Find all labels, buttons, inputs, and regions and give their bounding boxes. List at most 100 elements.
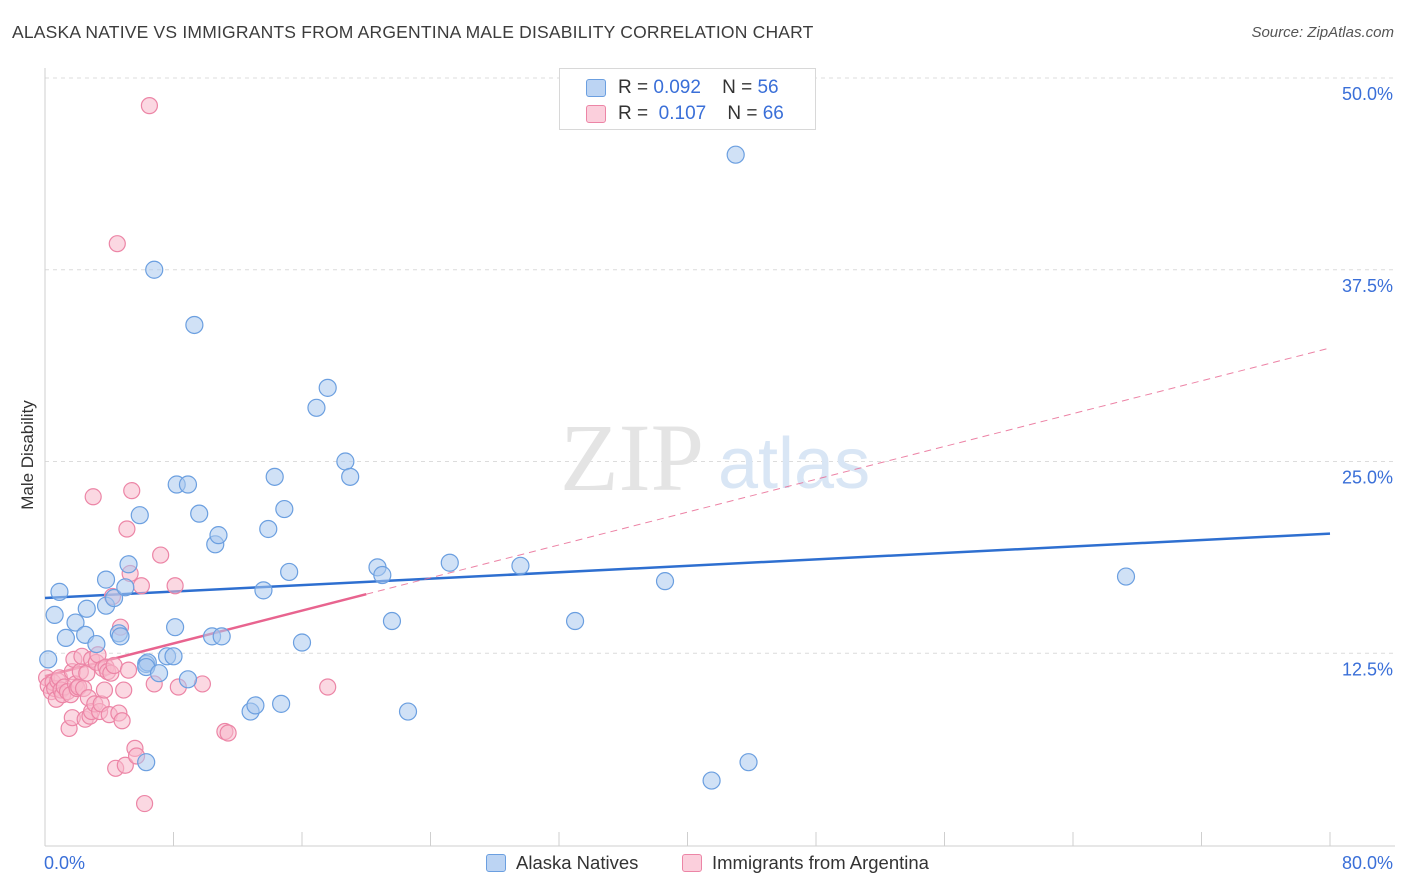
data-point-alaska [87, 634, 106, 654]
legend-n-label: N = [727, 103, 758, 124]
data-point-alaska [164, 647, 183, 666]
data-point-alaska [739, 753, 758, 772]
y-tick-label: 25.0% [1342, 468, 1393, 488]
legend-r-value: 0.107 [658, 103, 707, 124]
data-point-alaska [275, 499, 294, 519]
data-point-alaska [511, 556, 530, 575]
data-point-alaska [341, 467, 360, 486]
legend-swatch-pink [586, 105, 606, 123]
data-point-alaska [50, 582, 69, 601]
data-point-alaska [178, 475, 198, 494]
data-point-argentina [118, 520, 136, 538]
data-point-argentina [319, 678, 337, 696]
data-point-alaska [280, 562, 299, 582]
bottom-legend-swatch-pink [682, 854, 702, 872]
data-point-alaska [130, 506, 149, 525]
data-point-alaska [307, 398, 326, 417]
series-immigrants-argentina [38, 97, 337, 813]
data-point-alaska [178, 670, 198, 689]
data-point-alaska [104, 588, 124, 608]
trend-line-argentina-extrapolated [366, 347, 1331, 595]
legend-swatch-blue [586, 79, 606, 97]
data-point-alaska [190, 504, 209, 523]
data-point-alaska [56, 628, 75, 648]
chart-title: ALASKA NATIVE VS IMMIGRANTS FROM ARGENTI… [12, 22, 814, 42]
bottom-legend-label: Immigrants from Argentina [712, 852, 929, 873]
bottom-legend-alaska[interactable]: Alaska Natives [486, 852, 638, 874]
data-point-alaska [166, 618, 185, 637]
data-point-alaska [726, 145, 745, 164]
data-point-alaska [66, 613, 85, 632]
data-point-alaska [96, 570, 116, 589]
data-point-argentina [116, 756, 134, 774]
data-point-argentina [135, 794, 154, 813]
correlation-legend: R = 0.092 N = 56 R = 0.107 N = 66 [559, 68, 816, 130]
data-point-argentina [166, 577, 184, 595]
legend-n-value: 56 [757, 77, 779, 98]
y-tick-label: 37.5% [1342, 276, 1393, 296]
y-tick-label: 12.5% [1342, 659, 1393, 679]
data-point-alaska [265, 467, 284, 486]
data-point-alaska [209, 526, 228, 545]
data-point-alaska [272, 694, 291, 713]
data-point-alaska [111, 627, 130, 646]
data-point-alaska [116, 578, 135, 597]
y-axis-label: Male Disability [18, 400, 37, 510]
watermark: ZIP atlas [560, 404, 870, 511]
data-point-argentina [132, 577, 150, 595]
y-tick-label: 50.0% [1342, 84, 1393, 104]
gridlines [45, 77, 1395, 654]
data-point-alaska [382, 611, 402, 631]
data-point-argentina [140, 97, 159, 115]
data-point-argentina [219, 724, 237, 742]
legend-r-label: R = [618, 77, 649, 98]
watermark-zip: ZIP [560, 404, 704, 511]
data-point-alaska [77, 599, 96, 618]
legend-n-value: 66 [762, 103, 784, 124]
data-point-alaska [292, 633, 312, 652]
data-point-argentina [123, 482, 141, 500]
data-point-alaska [137, 753, 156, 772]
x-tick-label: 80.0% [1342, 853, 1393, 873]
data-point-argentina [105, 656, 123, 675]
data-point-argentina [152, 546, 170, 564]
data-point-alaska [39, 650, 58, 669]
data-point-alaska [565, 611, 585, 631]
data-point-alaska [185, 315, 204, 335]
data-point-alaska [212, 627, 231, 646]
legend-r-label: R = [618, 103, 649, 124]
data-point-argentina [113, 712, 131, 730]
data-point-alaska [1116, 567, 1136, 586]
data-point-alaska [254, 581, 273, 600]
tick-labels: 12.5% 25.0% 37.5% 50.0% 0.0% 80.0% [44, 84, 1393, 873]
data-point-alaska [45, 605, 64, 625]
data-point-alaska [318, 378, 337, 397]
bottom-legend-argentina[interactable]: Immigrants from Argentina [682, 852, 929, 874]
data-point-alaska [119, 555, 138, 574]
data-point-alaska [246, 696, 265, 715]
trend-lines [44, 347, 1331, 678]
legend-r-value: 0.092 [653, 77, 701, 98]
bottom-legend-label: Alaska Natives [516, 852, 639, 873]
series-alaska-natives [39, 145, 1136, 790]
data-point-argentina [95, 681, 114, 699]
data-point-argentina [115, 681, 133, 699]
data-point-alaska [440, 553, 459, 572]
axes [44, 68, 1395, 847]
data-point-alaska [149, 664, 169, 683]
data-point-alaska [702, 771, 721, 790]
data-point-alaska [398, 702, 418, 721]
data-point-argentina [108, 235, 126, 253]
watermark-atlas: atlas [718, 424, 870, 504]
data-point-alaska [259, 519, 278, 539]
source-label: Source: ZipAtlas.com [1251, 24, 1394, 41]
data-point-alaska [655, 572, 675, 591]
data-point-alaska [145, 260, 164, 279]
data-point-alaska [373, 565, 392, 585]
data-point-alaska [336, 452, 355, 471]
legend-n-label: N = [722, 77, 753, 98]
trend-line-alaska [44, 532, 1331, 600]
x-tick-label: 0.0% [44, 853, 85, 873]
data-point-argentina [84, 488, 102, 506]
